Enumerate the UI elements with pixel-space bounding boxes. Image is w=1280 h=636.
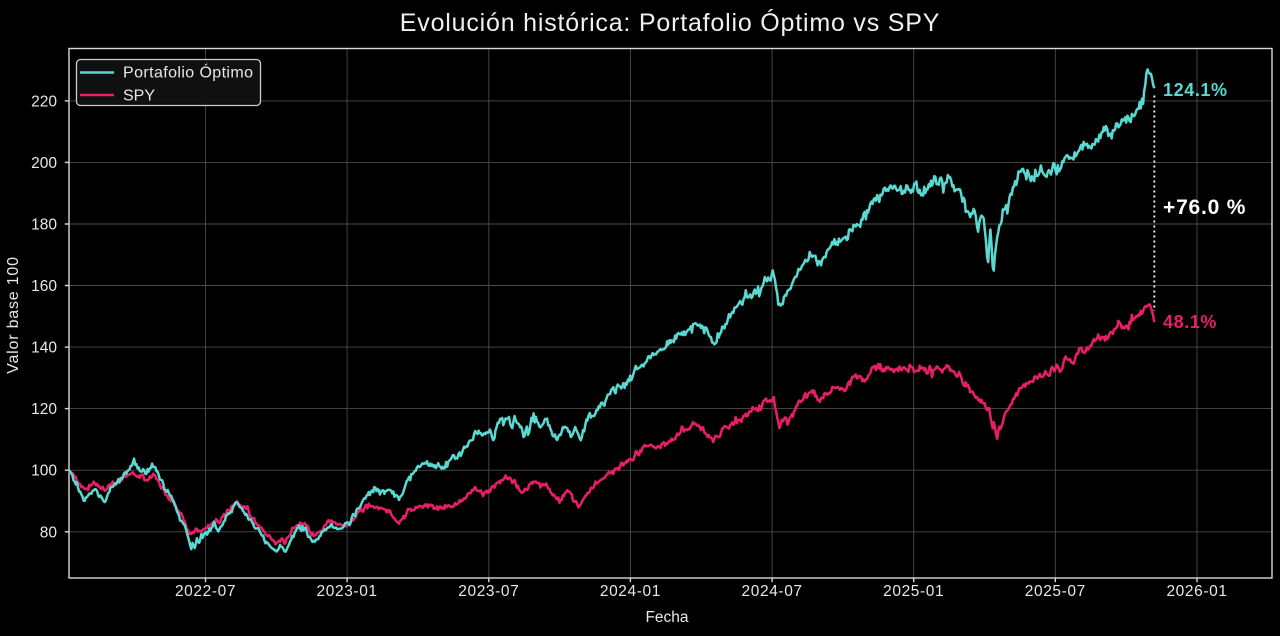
svg-text:Portafolio Óptimo: Portafolio Óptimo (123, 63, 253, 82)
svg-text:120: 120 (31, 401, 57, 418)
svg-text:48.1%: 48.1% (1163, 312, 1217, 332)
svg-text:+76.0 %: +76.0 % (1163, 196, 1246, 219)
svg-text:140: 140 (31, 340, 57, 357)
svg-text:2025-01: 2025-01 (883, 583, 944, 600)
svg-text:2024-01: 2024-01 (600, 583, 661, 600)
svg-text:Evolución histórica: Portafoli: Evolución histórica: Portafolio Óptimo v… (400, 8, 940, 37)
svg-text:220: 220 (31, 93, 57, 110)
svg-text:160: 160 (31, 278, 57, 295)
svg-text:Fecha: Fecha (645, 609, 688, 626)
svg-text:2023-01: 2023-01 (317, 583, 378, 600)
svg-text:SPY: SPY (123, 88, 155, 105)
svg-text:180: 180 (31, 217, 57, 234)
svg-text:2025-07: 2025-07 (1025, 583, 1086, 600)
svg-text:2022-07: 2022-07 (175, 583, 236, 600)
svg-text:80: 80 (40, 524, 58, 541)
svg-text:200: 200 (31, 155, 57, 172)
svg-text:124.1%: 124.1% (1163, 80, 1228, 100)
svg-text:Valor base 100: Valor base 100 (5, 256, 22, 374)
svg-text:2026-01: 2026-01 (1166, 583, 1227, 600)
svg-text:100: 100 (31, 463, 57, 480)
svg-text:2023-07: 2023-07 (458, 583, 519, 600)
svg-text:2024-07: 2024-07 (742, 583, 803, 600)
